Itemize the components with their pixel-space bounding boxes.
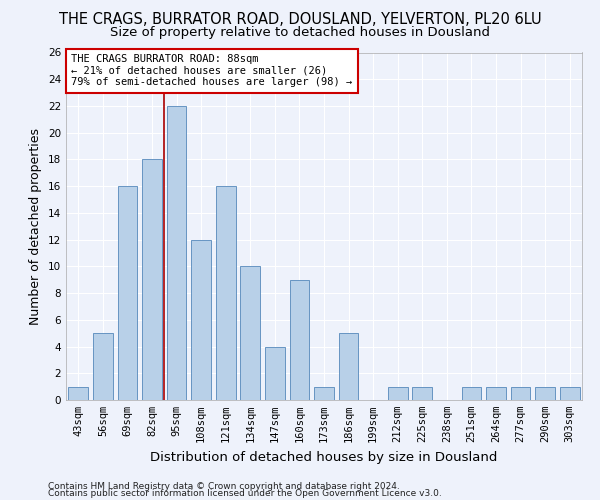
Bar	[118, 186, 137, 400]
Bar	[511, 386, 530, 400]
Bar	[535, 386, 555, 400]
X-axis label: Distribution of detached houses by size in Dousland: Distribution of detached houses by size …	[151, 450, 497, 464]
Text: Contains public sector information licensed under the Open Government Licence v3: Contains public sector information licen…	[48, 489, 442, 498]
Bar	[191, 240, 211, 400]
Text: THE CRAGS, BURRATOR ROAD, DOUSLAND, YELVERTON, PL20 6LU: THE CRAGS, BURRATOR ROAD, DOUSLAND, YELV…	[59, 12, 541, 28]
Bar	[339, 333, 358, 400]
Bar	[167, 106, 187, 400]
Bar	[241, 266, 260, 400]
Bar	[461, 386, 481, 400]
Bar	[560, 386, 580, 400]
Bar	[388, 386, 407, 400]
Y-axis label: Number of detached properties: Number of detached properties	[29, 128, 43, 325]
Text: THE CRAGS BURRATOR ROAD: 88sqm
← 21% of detached houses are smaller (26)
79% of : THE CRAGS BURRATOR ROAD: 88sqm ← 21% of …	[71, 54, 352, 88]
Bar	[290, 280, 309, 400]
Bar	[412, 386, 432, 400]
Bar	[142, 160, 162, 400]
Bar	[93, 333, 113, 400]
Bar	[216, 186, 236, 400]
Bar	[265, 346, 284, 400]
Bar	[314, 386, 334, 400]
Text: Size of property relative to detached houses in Dousland: Size of property relative to detached ho…	[110, 26, 490, 39]
Text: Contains HM Land Registry data © Crown copyright and database right 2024.: Contains HM Land Registry data © Crown c…	[48, 482, 400, 491]
Bar	[68, 386, 88, 400]
Bar	[486, 386, 506, 400]
